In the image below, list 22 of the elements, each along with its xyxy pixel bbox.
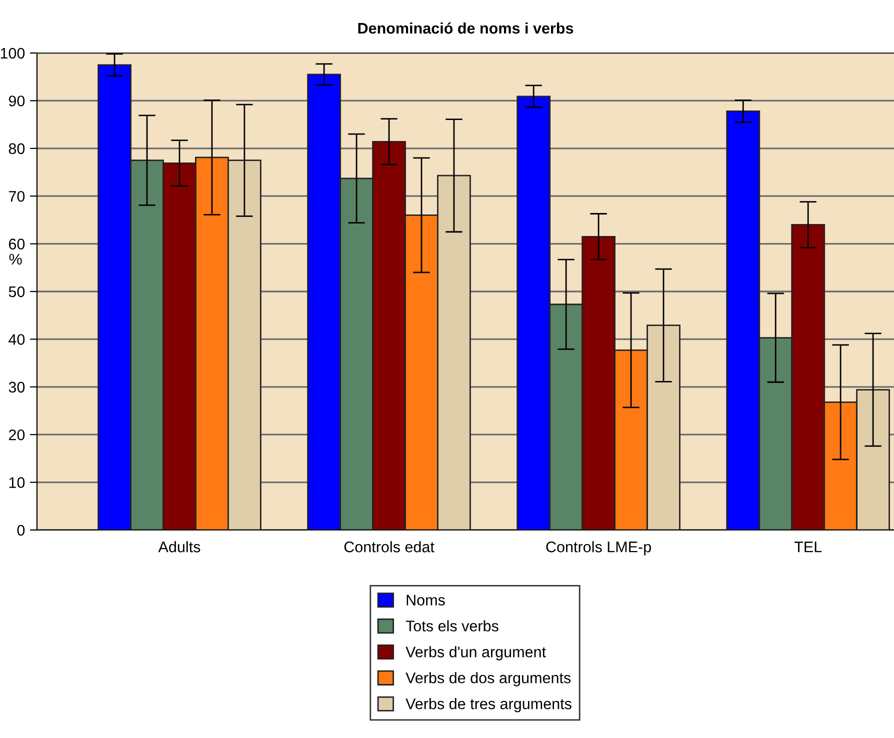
x-tick-label: Controls LME-p: [546, 541, 651, 556]
y-tick-label: 0: [17, 524, 25, 536]
y-tick-label: 30: [8, 382, 25, 393]
legend-label: Tots els verbs: [406, 620, 498, 632]
y-tick-label: 90: [8, 96, 25, 106]
y-tick-label: 10: [9, 477, 25, 488]
legend-label: Noms: [406, 594, 445, 606]
x-tick-label: Controls edat: [344, 541, 434, 552]
legend-label: Verbs d'un argument: [406, 646, 546, 660]
y-axis-title: %: [9, 254, 22, 265]
y-tick-label: 100: [0, 48, 25, 59]
x-tick-label: Adults: [158, 541, 200, 552]
y-tick-label: 80: [8, 143, 25, 154]
y-tick-label: 50: [8, 286, 25, 298]
y-tick-label: 60: [8, 238, 25, 250]
y-tick-label: 40: [8, 334, 25, 345]
y-tick-label: 20: [8, 429, 25, 440]
x-tick-label: TEL: [794, 542, 822, 552]
legend-label: Verbs de dos arguments: [406, 672, 571, 686]
y-tick-label: 70: [8, 190, 25, 202]
legend-label: Verbs de tres arguments: [406, 698, 572, 712]
chart-title: Denominació de noms i verbs: [358, 22, 574, 34]
